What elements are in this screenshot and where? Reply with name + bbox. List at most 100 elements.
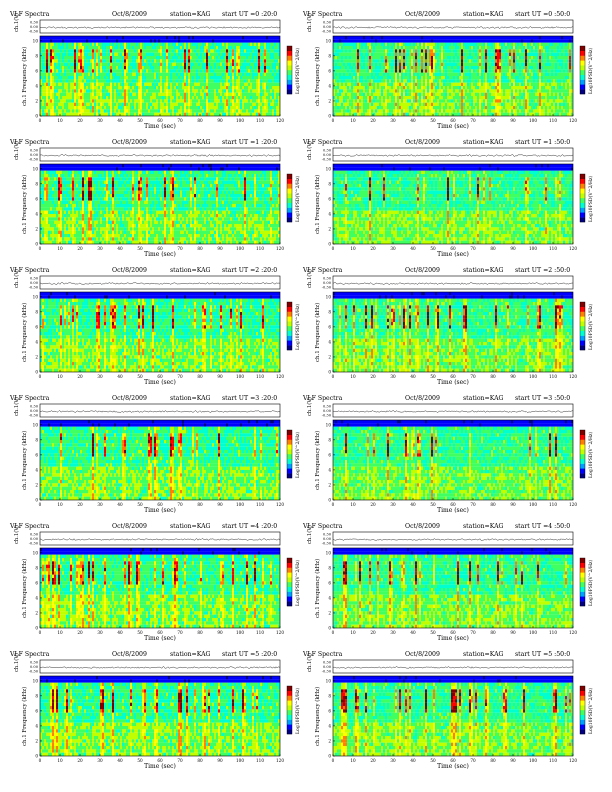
spectrogram-cell xyxy=(110,63,112,66)
spectrogram-cell xyxy=(62,36,64,39)
spectrogram-cell xyxy=(262,53,264,56)
spectrogram-cell xyxy=(160,109,162,112)
spectrogram-cell xyxy=(120,36,122,39)
spectrogram-cell xyxy=(166,53,168,56)
spectrogram-cell xyxy=(164,79,166,82)
spectrogram-cell xyxy=(126,36,128,39)
spectrogram-cell xyxy=(104,86,106,89)
spectrogram-cell xyxy=(268,96,270,99)
spectrogram-cell xyxy=(242,76,244,79)
spectrogram-cell xyxy=(104,49,106,52)
spectrogram-cell xyxy=(182,69,184,72)
spectrogram-cell xyxy=(90,56,92,59)
spectrogram-cell xyxy=(134,86,136,89)
spectrogram-cell xyxy=(162,53,164,56)
spectrogram-cell xyxy=(238,49,240,52)
spectrogram-cell xyxy=(170,49,172,52)
spectrogram-cell xyxy=(80,86,82,89)
spectrogram-cell xyxy=(142,59,144,62)
spectrogram-cell xyxy=(116,49,118,52)
spectrogram-cell xyxy=(80,96,82,99)
spectrogram-cell xyxy=(136,99,138,102)
spectrogram-cell xyxy=(132,96,134,99)
spectrogram-cell xyxy=(70,46,72,49)
spectrogram-cell xyxy=(134,49,136,52)
spectrogram-cell xyxy=(246,73,248,76)
spectrogram-cell xyxy=(86,99,88,102)
spectrogram-cell xyxy=(208,89,210,92)
spectrogram-cell xyxy=(178,83,180,86)
spectrogram-cell xyxy=(68,109,70,112)
spectrogram-cell xyxy=(114,39,116,42)
spectrogram-cell xyxy=(198,96,200,99)
spectrogram-cell xyxy=(202,86,204,89)
spectrogram-cell xyxy=(222,99,224,102)
spectrogram-cell xyxy=(234,53,236,56)
spectrogram-cell xyxy=(104,46,106,49)
spectrogram-cell xyxy=(276,113,278,116)
spectrogram-cell xyxy=(250,99,252,102)
spectrogram-cell xyxy=(260,53,262,56)
spectrogram-cell xyxy=(264,59,266,62)
spectrogram-cell xyxy=(62,113,64,116)
spectrogram-cell xyxy=(216,39,218,42)
spectrogram-cell xyxy=(68,83,70,86)
spectrogram-cell xyxy=(200,59,202,62)
spectrogram-cell xyxy=(152,113,154,116)
spectrogram-cell xyxy=(226,83,228,86)
spectrogram-cell xyxy=(96,63,98,66)
spectrogram-cell xyxy=(268,86,270,89)
spectrogram-cell xyxy=(244,109,246,112)
spectrogram-cell xyxy=(272,53,274,56)
spectrogram-cell xyxy=(108,46,110,49)
spectrogram-cell xyxy=(230,103,232,106)
spectrogram-cell xyxy=(236,96,238,99)
spectrogram-cell xyxy=(84,43,86,46)
spectrogram-cell xyxy=(100,59,102,62)
spectrogram-cell xyxy=(142,109,144,112)
spectrogram-cell xyxy=(144,63,146,66)
spectrogram-cell xyxy=(208,43,210,46)
spectrogram-cell xyxy=(226,53,228,56)
spectrogram-cell xyxy=(258,69,260,72)
spectrogram-cell xyxy=(46,93,48,96)
spectrogram-cell xyxy=(333,66,335,69)
spectrogram-cell xyxy=(224,96,226,99)
spectrogram-cell xyxy=(198,36,200,39)
spectrogram-cell xyxy=(112,69,114,72)
spectrogram-cell xyxy=(144,83,146,86)
spectrogram-cell xyxy=(250,59,252,62)
spectrogram-cell xyxy=(200,63,202,66)
spectrogram-cell xyxy=(276,93,278,96)
spectrogram-cell xyxy=(146,99,148,102)
spectrogram-panel: VLF Spectra Oct/8/2009 station=KAG start UT… xyxy=(9,11,301,130)
spectrogram-cell xyxy=(232,43,234,46)
spectrogram-cell xyxy=(250,93,252,96)
spectrogram-cell xyxy=(184,86,186,89)
spectrogram-cell xyxy=(132,36,134,39)
spectrogram-cell xyxy=(64,96,66,99)
spectrogram-cell xyxy=(42,86,44,89)
spectrogram-cell xyxy=(234,86,236,89)
spectrogram-cell xyxy=(130,109,132,112)
spectrogram-cell xyxy=(42,46,44,49)
spectrogram-cell xyxy=(160,56,162,59)
spectrogram-cell xyxy=(70,36,72,39)
spectrogram-cell xyxy=(148,96,150,99)
spectrogram-cell xyxy=(150,106,152,109)
spectrogram-cell xyxy=(68,53,70,56)
spectrogram-cell xyxy=(114,56,116,59)
spectrogram-cell xyxy=(234,59,236,62)
spectrogram-cell xyxy=(132,73,134,76)
spectrogram-cell xyxy=(80,103,82,106)
spectrogram-cell xyxy=(108,66,110,69)
spectrogram-cell xyxy=(188,89,190,92)
spectrogram-cell xyxy=(44,79,46,82)
spectrogram-cell xyxy=(240,66,242,69)
spectrogram-cell xyxy=(236,99,238,102)
spectrogram-cell xyxy=(200,83,202,86)
spectrogram-cell xyxy=(174,43,176,46)
spectrogram-cell xyxy=(46,106,48,109)
spectrogram-cell xyxy=(250,69,252,72)
spectrogram-cell xyxy=(188,53,190,56)
